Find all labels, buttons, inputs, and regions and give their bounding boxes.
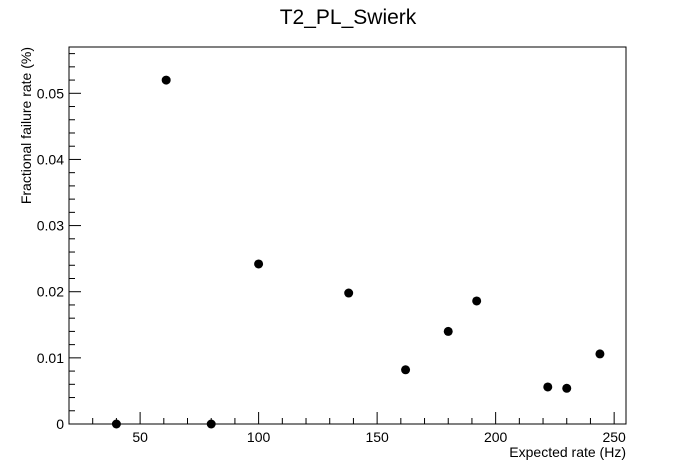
- x-tick-label: 250: [602, 429, 626, 445]
- x-tick-label: 200: [484, 429, 508, 445]
- y-axis-ticks: [69, 53, 81, 425]
- y-axis-tick-labels: 0 0.01 0.02 0.03 0.04 0.05: [37, 85, 64, 432]
- data-points: [111, 75, 605, 429]
- x-axis-ticks: [92, 412, 615, 424]
- y-tick-label: 0.01: [37, 350, 64, 366]
- data-point: [206, 419, 216, 429]
- data-point: [562, 383, 572, 393]
- data-point: [443, 326, 453, 336]
- x-axis-label: Expected rate (Hz): [509, 444, 626, 460]
- data-point: [344, 288, 354, 298]
- data-point: [111, 419, 121, 429]
- data-point: [161, 75, 171, 85]
- data-point: [401, 365, 411, 375]
- data-point: [254, 259, 264, 269]
- y-tick-label: 0.05: [37, 85, 64, 101]
- chart-title: T2_PL_Swierk: [280, 6, 417, 29]
- y-tick-label: 0.04: [37, 151, 64, 167]
- y-tick-label: 0.02: [37, 284, 64, 300]
- x-tick-label: 50: [132, 429, 148, 445]
- y-tick-label: 0: [56, 416, 64, 432]
- plot-frame: [68, 46, 627, 425]
- y-axis-label: Fractional failure rate (%): [18, 47, 34, 204]
- data-point: [472, 296, 482, 306]
- x-tick-label: 100: [247, 429, 271, 445]
- x-tick-label: 150: [365, 429, 389, 445]
- data-point: [595, 349, 605, 359]
- y-tick-label: 0.03: [37, 218, 64, 234]
- data-point: [543, 382, 553, 392]
- x-axis-tick-labels: 50 100 150 200 250: [132, 429, 626, 445]
